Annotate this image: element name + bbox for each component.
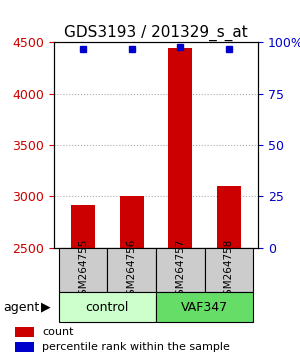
Bar xyxy=(120,196,144,248)
Bar xyxy=(168,47,192,248)
Text: ▶: ▶ xyxy=(40,301,50,314)
Text: GSM264756: GSM264756 xyxy=(127,238,137,302)
FancyBboxPatch shape xyxy=(205,248,253,292)
Text: count: count xyxy=(42,327,74,337)
FancyBboxPatch shape xyxy=(156,292,253,322)
Bar xyxy=(15,327,34,337)
Bar xyxy=(217,186,241,248)
FancyBboxPatch shape xyxy=(156,248,205,292)
Text: GSM264757: GSM264757 xyxy=(175,238,185,302)
Text: percentile rank within the sample: percentile rank within the sample xyxy=(42,342,230,352)
FancyBboxPatch shape xyxy=(107,248,156,292)
FancyBboxPatch shape xyxy=(59,292,156,322)
Text: GSM264758: GSM264758 xyxy=(224,238,234,302)
Text: GSM264755: GSM264755 xyxy=(78,238,88,302)
Text: agent: agent xyxy=(3,301,39,314)
Text: VAF347: VAF347 xyxy=(181,301,228,314)
Bar xyxy=(71,205,95,248)
Text: control: control xyxy=(86,301,129,314)
FancyBboxPatch shape xyxy=(59,248,107,292)
Bar xyxy=(15,342,34,353)
Title: GDS3193 / 201329_s_at: GDS3193 / 201329_s_at xyxy=(64,25,248,41)
